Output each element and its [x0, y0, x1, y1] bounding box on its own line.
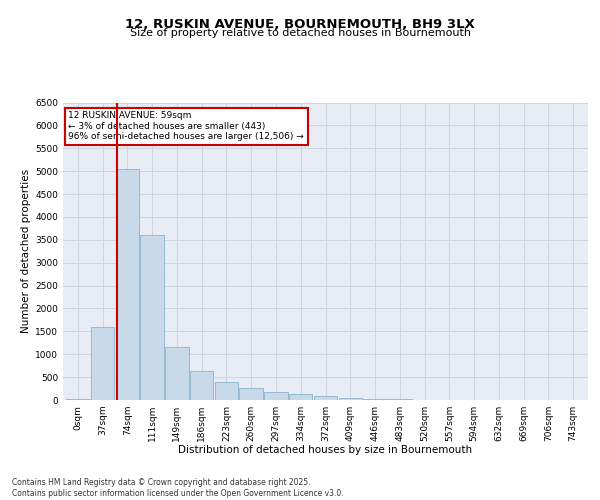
Text: Size of property relative to detached houses in Bournemouth: Size of property relative to detached ho… [130, 28, 470, 38]
Bar [165, 348, 188, 400]
Y-axis label: Number of detached properties: Number of detached properties [21, 169, 31, 334]
Bar [239, 388, 263, 400]
Bar [91, 327, 115, 400]
Text: 12, RUSKIN AVENUE, BOURNEMOUTH, BH9 3LX: 12, RUSKIN AVENUE, BOURNEMOUTH, BH9 3LX [125, 18, 475, 30]
Bar [264, 392, 288, 400]
X-axis label: Distribution of detached houses by size in Bournemouth: Distribution of detached houses by size … [178, 446, 473, 456]
Bar [190, 371, 214, 400]
Text: Contains HM Land Registry data © Crown copyright and database right 2025.
Contai: Contains HM Land Registry data © Crown c… [12, 478, 344, 498]
Bar [116, 169, 139, 400]
Bar [66, 398, 89, 400]
Bar [363, 399, 387, 400]
Bar [314, 396, 337, 400]
Text: 12 RUSKIN AVENUE: 59sqm
← 3% of detached houses are smaller (443)
96% of semi-de: 12 RUSKIN AVENUE: 59sqm ← 3% of detached… [68, 112, 304, 141]
Bar [289, 394, 313, 400]
Bar [140, 235, 164, 400]
Bar [215, 382, 238, 400]
Bar [338, 398, 362, 400]
